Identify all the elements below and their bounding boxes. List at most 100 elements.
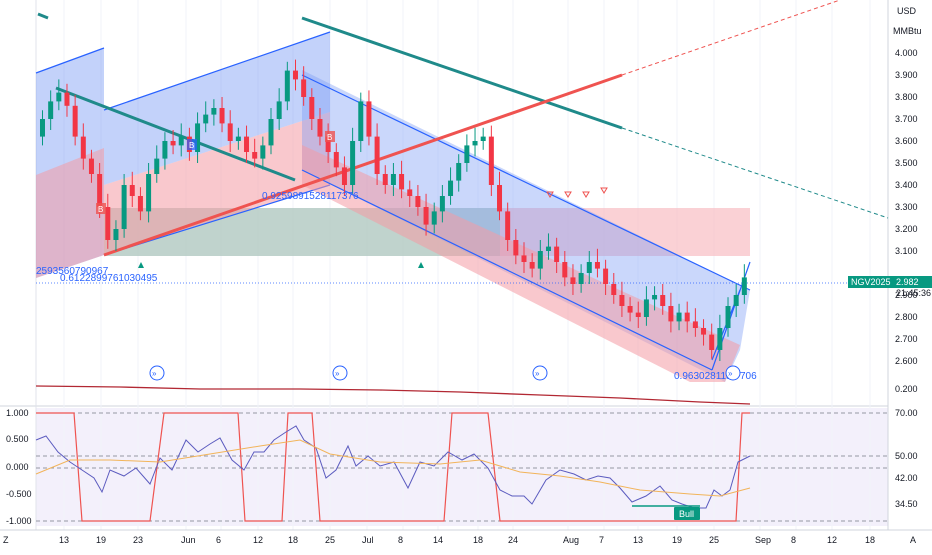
- red-trendline-main[interactable]: [103, 73, 623, 257]
- candle: [701, 319, 707, 346]
- price-tick-label: 0.200: [895, 384, 918, 394]
- candle: [668, 292, 674, 333]
- price-tick-label: 3.400: [895, 180, 918, 190]
- candle: [72, 94, 78, 146]
- price-tick-label: 3.100: [895, 246, 918, 256]
- triangle-down-markers: [546, 187, 608, 198]
- candle: [684, 301, 690, 333]
- candle: [472, 127, 478, 157]
- candle: [211, 99, 217, 126]
- candle: [244, 125, 250, 163]
- candle: [554, 237, 560, 273]
- candle: [105, 193, 111, 249]
- candle: [611, 273, 617, 304]
- currency-label[interactable]: USD: [897, 6, 917, 16]
- volume-indicator-line: [35, 385, 751, 405]
- candle: [399, 160, 405, 199]
- candle: [382, 165, 388, 194]
- candle: [366, 90, 372, 146]
- candle: [603, 259, 609, 295]
- time-tick-label: 13: [633, 535, 643, 545]
- candle: [505, 202, 511, 251]
- time-tick-label: 12: [253, 535, 263, 545]
- price-tick-label: 3.200: [895, 224, 918, 234]
- signal-marker-b-3[interactable]: B: [325, 131, 335, 142]
- candle: [88, 149, 94, 183]
- candle: [709, 323, 715, 359]
- time-tick-label: Sep: [755, 535, 771, 545]
- candle: [529, 253, 535, 278]
- candle: [692, 308, 698, 337]
- candle: [741, 264, 747, 304]
- time-tick-label: Aug: [563, 535, 579, 545]
- mid-channel-lower[interactable]: [104, 112, 330, 255]
- candle: [333, 143, 339, 177]
- candle: [390, 163, 396, 196]
- time-axis[interactable]: 13 19 23 Jun 6 12 18 25 Jul 8 14 18 24 Aug 7 13 19 25 Sep 8…: [59, 535, 875, 545]
- last-price-badge[interactable]: NGV2025 2.982 21:45:36: [848, 276, 932, 298]
- jump-forward-icons[interactable]: » » » »: [149, 365, 741, 381]
- last-price-value: 2.982: [896, 277, 919, 287]
- candle: [113, 220, 119, 251]
- candle: [317, 108, 323, 146]
- oscillator-slow-line: [35, 439, 751, 497]
- candle: [619, 281, 625, 317]
- mid-channel-upper[interactable]: [104, 32, 330, 185]
- bull-divergence-label[interactable]: Bull: [674, 507, 700, 520]
- teal-trendline-extension: [621, 127, 889, 219]
- jump-forward-icon: »: [725, 365, 741, 381]
- bar-countdown: 21:45:36: [896, 288, 931, 298]
- osc-left-tick: -0.500: [6, 489, 32, 499]
- time-tick-label: 14: [433, 535, 443, 545]
- candle: [627, 297, 633, 322]
- osc-right-tick: 42.00: [895, 473, 918, 483]
- candle: [48, 90, 54, 130]
- time-tick-label: 23: [133, 535, 143, 545]
- symbol-label: NGV2025: [851, 277, 891, 287]
- candle: [268, 108, 274, 155]
- fib-label-left-a: 2593560790967: [36, 266, 109, 277]
- oscillator-pane[interactable]: [36, 408, 888, 526]
- candle: [80, 123, 86, 170]
- jump-forward-icon: »: [332, 365, 348, 381]
- auto-scale-button[interactable]: A: [910, 535, 916, 545]
- candle: [301, 66, 307, 106]
- oscillator-fast-line: [35, 425, 751, 509]
- signal-marker-b-2[interactable]: B: [187, 139, 197, 150]
- price-axis[interactable]: 4.000 3.900 3.800 3.700 3.600 3.500 3.400 3.300…: [895, 48, 918, 394]
- marker-b-text: B: [327, 133, 332, 142]
- candle: [350, 127, 356, 194]
- unit-label[interactable]: MMBtu: [893, 26, 922, 36]
- osc-left-tick: 1.000: [6, 408, 29, 418]
- candle: [358, 92, 364, 152]
- fib-label-bottom-a: 0.9630281152: [674, 371, 738, 382]
- candle: [374, 123, 380, 185]
- candle: [146, 163, 152, 223]
- triangle-up-markers: [138, 262, 424, 268]
- teal-trendline-main[interactable]: [301, 16, 623, 130]
- oscillator-square-line: [36, 412, 750, 522]
- candle: [170, 130, 176, 155]
- candle: [309, 88, 315, 130]
- candle: [488, 125, 494, 196]
- time-tick-label: 25: [325, 535, 335, 545]
- time-tick-label: 25: [709, 535, 719, 545]
- bull-label-text: Bull: [679, 509, 694, 519]
- timezone-corner[interactable]: Z: [3, 535, 9, 545]
- price-tick-label: 3.900: [895, 70, 918, 80]
- osc-left-tick: -1.000: [6, 516, 32, 526]
- osc-right-tick: 50.00: [895, 451, 918, 461]
- time-tick-label: Jul: [362, 535, 374, 545]
- osc-left-tick: 0.500: [6, 434, 29, 444]
- candle: [284, 61, 290, 111]
- candle: [594, 248, 600, 278]
- candlestick-series[interactable]: [40, 59, 747, 361]
- left-channel-lower[interactable]: [36, 148, 104, 278]
- time-tick-label: 7: [599, 535, 604, 545]
- candle: [643, 286, 649, 326]
- oscillator: Bull: [35, 412, 888, 522]
- candle: [56, 79, 62, 111]
- descending-channel-lower[interactable]: [302, 145, 740, 382]
- signal-marker-b-1[interactable]: B: [96, 203, 106, 214]
